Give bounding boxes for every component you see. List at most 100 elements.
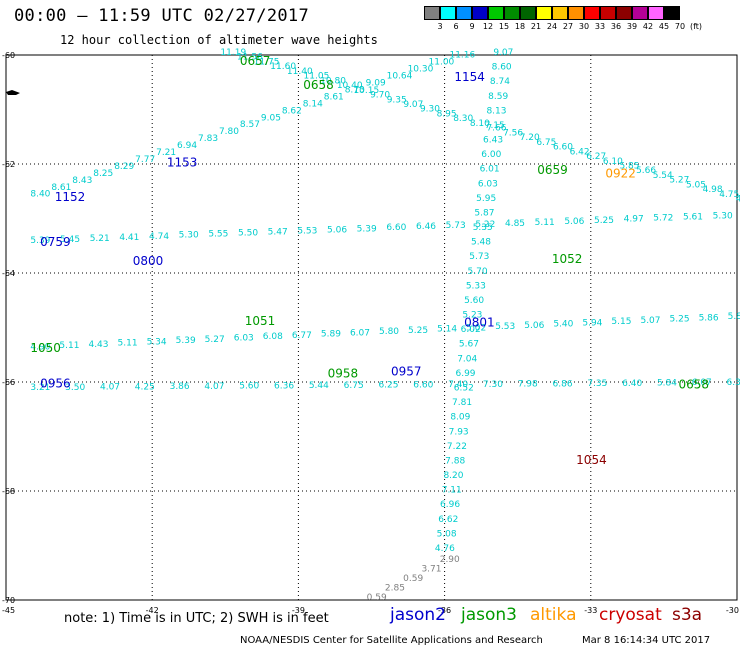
swh-value: 5.11 [59, 341, 79, 351]
swh-value: 2.85 [385, 583, 405, 593]
swh-value: 4.75 [719, 190, 739, 200]
swh-value: 6.94 [177, 141, 197, 151]
time-label: 0658 [679, 378, 710, 392]
swh-value: 4.74 [149, 232, 169, 242]
swh-value: 8.10 [470, 119, 490, 129]
swh-value: 7.93 [449, 427, 469, 437]
colorbar-label: 33 [594, 22, 606, 31]
page-title: 00:00 – 11:59 UTC 02/27/2017 [14, 6, 309, 26]
time-label: 0922 [605, 167, 636, 181]
colorbar-swatch [536, 6, 552, 20]
swh-value: 8.14 [303, 99, 323, 109]
swh-value: 7.83 [198, 134, 218, 144]
swh-value: 6.86 [553, 379, 573, 389]
swh-value: 4.07 [100, 383, 120, 393]
swh-value: 6.25 [378, 381, 398, 391]
time-label: 1154 [454, 70, 485, 84]
swh-value: 5.60 [464, 296, 484, 306]
swh-value: 7.98 [518, 380, 538, 390]
swh-value: 6.03 [234, 333, 254, 343]
swh-value: 5.44 [309, 381, 329, 391]
swh-value: 3.21 [30, 383, 50, 393]
colorbar-label: 15 [498, 22, 510, 31]
swh-value: 6.00 [481, 150, 501, 160]
swh-value: 5.60 [239, 382, 259, 392]
time-label: 0759 [40, 235, 71, 249]
swh-value: 5.14 [437, 325, 457, 335]
swh-value: 7.11 [442, 486, 462, 496]
legend-item-cryosat: cryosat [599, 605, 662, 625]
swh-value: 7.77 [135, 155, 155, 165]
colorbar-swatch [520, 6, 536, 20]
swh-value: 7.15 [485, 121, 505, 131]
swh-value: 5.25 [594, 216, 614, 226]
swh-value: 5.25 [408, 326, 428, 336]
swh-value: 5.06 [524, 321, 544, 331]
swh-value: 5.47 [268, 227, 288, 237]
time-label: 0659 [537, 163, 568, 177]
swh-value: 8.62 [282, 106, 302, 116]
swh-value: 6.07 [350, 328, 370, 338]
colorbar-label: 30 [578, 22, 590, 31]
note-text: note: 1) Time is in UTC; 2) SWH is in fe… [64, 611, 329, 626]
swh-value: 8.74 [490, 77, 510, 87]
swh-value: 8.30 [453, 114, 473, 124]
timestamp-text: Mar 8 16:14:34 UTC 2017 [582, 635, 711, 646]
swh-value: 7.80 [219, 127, 239, 137]
colorbar-swatch [472, 6, 488, 20]
swh-value: 7.40 [448, 380, 468, 390]
swh-value: 5.25 [670, 315, 690, 325]
swh-value: 5.73 [469, 252, 489, 262]
swh-value: 10.15 [353, 86, 379, 96]
colorbar-label: 24 [546, 22, 558, 31]
swh-value: 7.66 [486, 124, 506, 134]
swh-value: 6.40 [622, 379, 642, 389]
swh-value: 5.40 [553, 320, 573, 330]
swh-value: 4.43 [88, 340, 108, 350]
swh-value: 5.87 [474, 208, 494, 218]
colorbar-label: 18 [514, 22, 526, 31]
swh-value: 5.50 [238, 229, 258, 239]
credit-text: NOAA/NESDIS Center for Satellite Applica… [240, 635, 543, 646]
swh-value: 5.89 [321, 330, 341, 340]
time-label: 1050 [30, 341, 61, 355]
swh-value: 5.80 [379, 327, 399, 337]
colorbar-swatch [440, 6, 456, 20]
swh-value: 5.85 [619, 161, 639, 171]
swh-value: 9.07 [493, 48, 513, 58]
swh-value: 3.50 [65, 383, 85, 393]
swh-value: 5.22 [475, 220, 495, 230]
swh-value: 9.30 [420, 105, 440, 115]
lat-label: -60 [2, 51, 15, 60]
time-label: 0957 [391, 364, 422, 378]
swh-value: 8.29 [114, 162, 134, 172]
swh-value: 5.48 [471, 238, 491, 248]
colorbar-label: 6 [453, 22, 459, 31]
swh-value: 5.39 [30, 236, 50, 246]
lat-label: -68 [2, 487, 15, 496]
swh-value: 6.60 [413, 380, 433, 390]
swh-value: 3.86 [170, 382, 190, 392]
swh-value: 8.20 [443, 471, 463, 481]
swh-value: 4.90 [30, 342, 50, 352]
swh-value: 11.00 [429, 58, 455, 68]
swh-value: 5.95 [476, 194, 496, 204]
legend-item-s3a: s3a [672, 605, 703, 625]
lat-label: -64 [2, 269, 15, 278]
swh-value: 8.60 [492, 63, 512, 73]
swh-value: 11.56 [237, 53, 263, 63]
swh-value: 9.09 [366, 79, 386, 89]
swh-value: 5.02 [466, 323, 486, 333]
swh-value: 6.43 [483, 136, 503, 146]
colorbar-swatch [488, 6, 504, 20]
time-label: 0657 [240, 54, 271, 68]
swh-value: 11.60 [270, 62, 296, 72]
swh-value: 10.40 [337, 81, 363, 91]
swh-value: 10.80 [320, 76, 346, 86]
swh-value: 8.61 [51, 183, 71, 193]
swh-value: 6.07 [692, 378, 712, 388]
swh-value: 3.71 [421, 564, 441, 574]
swh-value: 4.07 [204, 382, 224, 392]
lon-label: -42 [146, 606, 159, 615]
